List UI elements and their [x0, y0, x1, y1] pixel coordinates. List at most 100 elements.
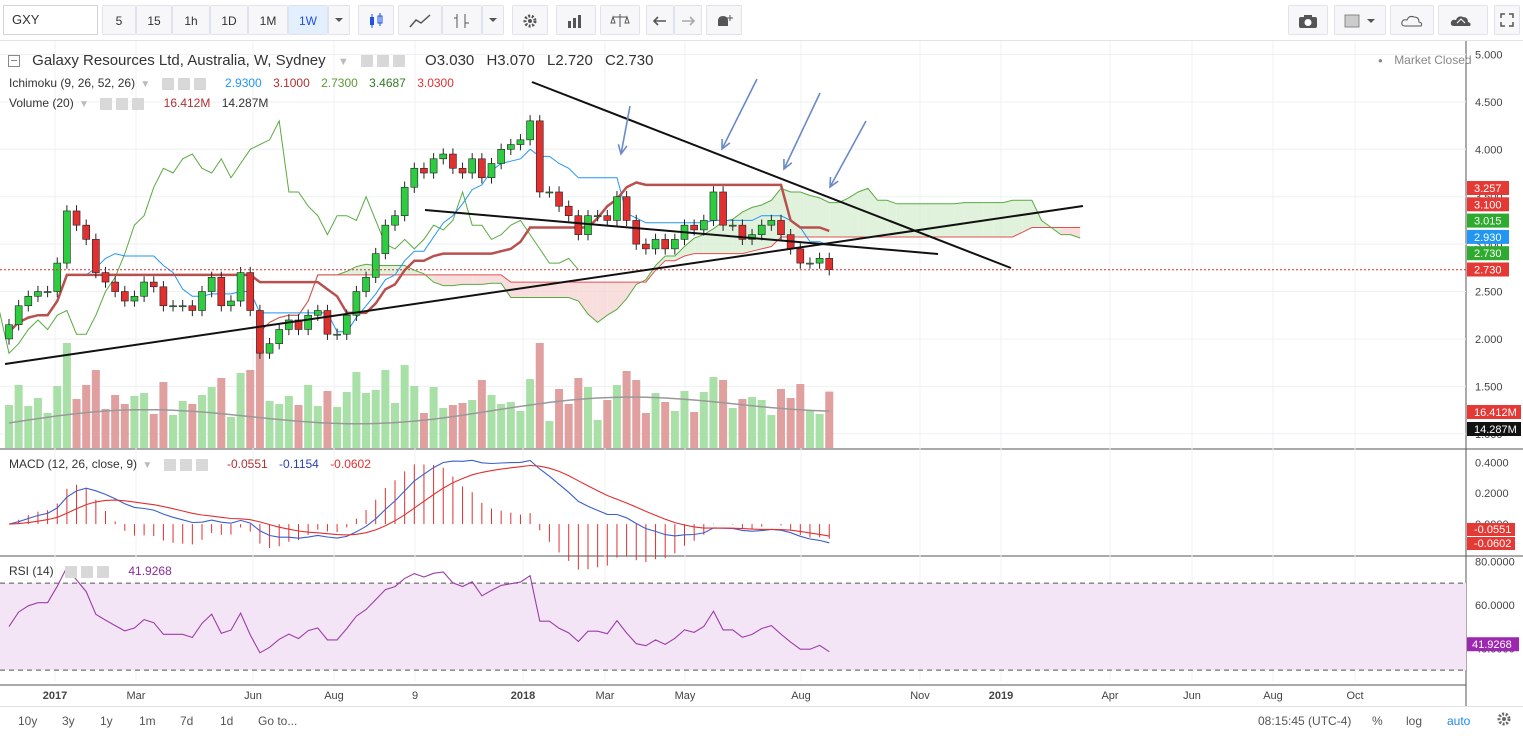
compare-button[interactable] [398, 5, 442, 35]
volume-bar [738, 399, 747, 448]
candle-body [236, 272, 245, 302]
rsi-y-tick: 60.0000 [1475, 600, 1515, 612]
kumo-cloud-segment [896, 203, 907, 238]
rsi-controls[interactable] [65, 565, 117, 578]
candle-body [130, 295, 139, 302]
indicators-button[interactable] [442, 5, 482, 35]
interval-1w-button[interactable]: 1W [288, 5, 328, 35]
range-1y-button[interactable]: 1y [100, 714, 113, 728]
interval-5-button[interactable]: 5 [102, 5, 136, 35]
volume-bar [275, 404, 284, 448]
candles-chart-type-button[interactable] [358, 5, 394, 35]
range-3y-button[interactable]: 3y [62, 714, 75, 728]
volume-bar [82, 385, 91, 448]
kumo-cloud-segment [945, 203, 955, 238]
status-dot-icon: ● [1378, 56, 1383, 66]
volume-tag [1467, 405, 1521, 419]
interval-1h-button[interactable]: 1h [172, 5, 210, 35]
volume-bar [767, 415, 776, 448]
macd-controls[interactable] [163, 458, 216, 471]
fullscreen-button[interactable] [1494, 5, 1520, 35]
balance-button[interactable] [600, 5, 640, 35]
trendline [4, 205, 1084, 365]
indicators-dropdown-button[interactable] [482, 5, 504, 35]
tenkan-sen-line [8, 148, 830, 333]
range-1m-button[interactable]: 1m [139, 714, 156, 728]
kumo-cloud-segment [829, 202, 839, 238]
chevron-down-icon[interactable]: ▼ [140, 79, 151, 90]
load-chart-button[interactable] [1390, 5, 1434, 35]
volume-bar [506, 402, 515, 448]
chevron-down-icon[interactable]: ▼ [142, 460, 153, 471]
ichimoku-controls[interactable] [161, 77, 214, 90]
candle-body [613, 196, 621, 221]
senkou-span-b-line [259, 227, 1081, 333]
settings-button[interactable] [512, 5, 548, 35]
volume-bar [111, 395, 120, 448]
chart-canvas[interactable]: 2017 Mar Jun Aug 9 2018 Mar May Aug Nov 2019 Apr Jun… [0, 41, 1523, 706]
auto-toggle[interactable]: auto [1447, 714, 1471, 728]
volume-bar [429, 387, 438, 448]
kumo-cloud-segment [530, 282, 540, 298]
volume-bar [342, 392, 351, 448]
candle-body [53, 262, 62, 292]
volume-ma-value: 14.287M [221, 96, 269, 110]
interval-dropdown-button[interactable] [328, 5, 350, 35]
templates-button[interactable] [556, 5, 596, 35]
volume-bar [391, 403, 399, 448]
macd-y-tick: 0.4000 [1475, 457, 1509, 469]
volume-bar [670, 411, 679, 448]
candle-body [227, 300, 235, 307]
save-chart-button[interactable] [1438, 5, 1488, 35]
volume-bar [33, 398, 42, 448]
kumo-cloud-segment [443, 274, 453, 286]
collapse-icon[interactable] [8, 55, 20, 68]
macd-label: MACD (12, 26, close, 9) [9, 457, 138, 471]
layout-select-button[interactable] [1334, 5, 1386, 35]
chart-settings-button[interactable] [1496, 711, 1512, 730]
volume-bar [371, 390, 380, 448]
interval-15-button[interactable]: 15 [136, 5, 172, 35]
kumo-cloud-segment [491, 274, 502, 284]
range-1d-button[interactable]: 1d [220, 714, 234, 728]
undo-button[interactable] [646, 5, 674, 35]
candle-body [159, 286, 168, 307]
x-tick-label: Aug [1263, 690, 1283, 702]
interval-1m-button[interactable]: 1M [248, 5, 288, 35]
kumo-cloud-segment [568, 282, 579, 302]
volume-bar [236, 373, 245, 448]
price-tag-label: 3.100 [1474, 199, 1502, 211]
volume-bar [53, 386, 62, 448]
volume-bar [72, 399, 81, 448]
chevron-down-icon[interactable]: ▼ [79, 99, 89, 110]
goto-button[interactable]: Go to... [258, 714, 298, 728]
candle-body [516, 139, 525, 145]
snapshot-button[interactable] [1288, 5, 1328, 35]
volume-bar [535, 343, 544, 448]
y-tick-label: 2.500 [1475, 287, 1503, 299]
create-alert-button[interactable] [706, 5, 742, 35]
range-7d-button[interactable]: 7d [180, 714, 194, 728]
range-10y-button[interactable]: 10y [18, 714, 38, 728]
symbol-search-input[interactable]: GXY [3, 5, 98, 35]
candle-body [545, 191, 554, 194]
price-tag [1467, 181, 1509, 195]
redo-button[interactable] [674, 5, 702, 35]
log-toggle[interactable]: log [1406, 714, 1423, 728]
macd-hist-value: -0.0551 [226, 457, 268, 471]
top-toolbar: GXY 5 15 1h 1D 1M 1W [0, 0, 1523, 41]
volume-bar [680, 391, 689, 448]
candle-body [429, 158, 438, 174]
kumo-cloud-segment [925, 203, 936, 238]
percent-toggle[interactable]: % [1372, 714, 1383, 728]
macd-signal-line [8, 464, 830, 537]
volume-controls[interactable] [100, 97, 152, 110]
kumo-cloud-segment [1002, 200, 1013, 238]
interval-1d-button[interactable]: 1D [210, 5, 248, 35]
series-controls[interactable] [360, 55, 413, 68]
candle-body [526, 120, 534, 141]
chevron-down-icon[interactable]: ▼ [337, 56, 349, 68]
kumo-cloud-segment [346, 266, 357, 275]
candle-body [178, 305, 187, 308]
annotation-arrowhead [783, 158, 793, 171]
